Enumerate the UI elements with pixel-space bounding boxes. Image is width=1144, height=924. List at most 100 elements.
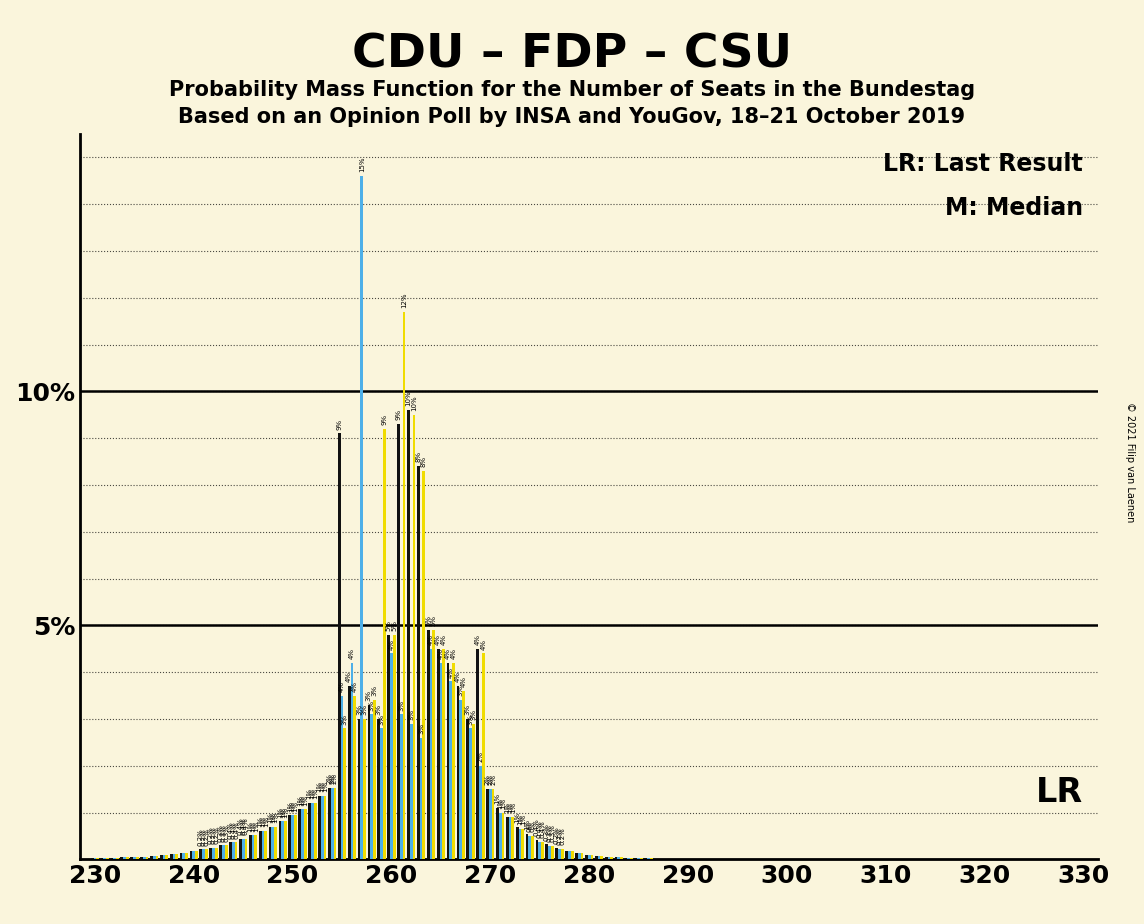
Bar bbox=[597, 856, 601, 859]
Bar bbox=[192, 851, 196, 859]
Bar bbox=[334, 788, 336, 859]
Bar bbox=[450, 682, 452, 859]
Text: 3%: 3% bbox=[362, 704, 367, 715]
Bar bbox=[390, 653, 392, 859]
Bar bbox=[111, 857, 113, 859]
Text: 1%: 1% bbox=[321, 781, 328, 792]
Text: 0.2%: 0.2% bbox=[213, 826, 220, 844]
Text: 0.3%: 0.3% bbox=[547, 824, 553, 842]
Bar bbox=[432, 630, 435, 859]
Text: 0.3%: 0.3% bbox=[217, 823, 223, 842]
Text: 3%: 3% bbox=[342, 713, 348, 724]
Bar bbox=[650, 858, 652, 859]
Text: 15%: 15% bbox=[359, 157, 365, 173]
Text: 1%: 1% bbox=[312, 788, 318, 799]
Bar bbox=[456, 687, 459, 859]
Text: 3%: 3% bbox=[356, 704, 362, 715]
Bar bbox=[318, 796, 320, 859]
Bar bbox=[439, 663, 443, 859]
Bar bbox=[452, 663, 455, 859]
Text: 1%: 1% bbox=[260, 817, 265, 828]
Bar bbox=[308, 803, 311, 859]
Text: 4%: 4% bbox=[451, 648, 456, 659]
Bar bbox=[620, 857, 623, 859]
Bar bbox=[531, 836, 534, 859]
Bar bbox=[288, 815, 292, 859]
Bar bbox=[373, 700, 376, 859]
Text: 10%: 10% bbox=[411, 395, 418, 411]
Text: 1%: 1% bbox=[293, 800, 299, 811]
Text: 0.2%: 0.2% bbox=[200, 828, 207, 845]
Bar bbox=[581, 853, 583, 859]
Bar bbox=[565, 851, 569, 859]
Text: 3%: 3% bbox=[376, 704, 382, 715]
Bar bbox=[627, 857, 630, 859]
Text: 3%: 3% bbox=[418, 723, 424, 734]
Bar bbox=[555, 848, 558, 859]
Bar bbox=[486, 789, 488, 859]
Bar bbox=[420, 737, 422, 859]
Bar bbox=[185, 853, 188, 859]
Bar bbox=[103, 858, 106, 859]
Bar bbox=[360, 176, 363, 859]
Bar bbox=[220, 845, 222, 859]
Bar bbox=[341, 696, 343, 859]
Bar bbox=[558, 849, 561, 859]
Bar bbox=[575, 853, 578, 859]
Bar bbox=[561, 849, 564, 859]
Bar bbox=[590, 855, 594, 859]
Text: 3%: 3% bbox=[468, 713, 474, 724]
Text: 1%: 1% bbox=[251, 821, 256, 832]
Bar bbox=[416, 467, 420, 859]
Bar bbox=[378, 719, 380, 859]
Bar bbox=[571, 851, 573, 859]
Text: 1%: 1% bbox=[272, 811, 279, 822]
Text: 1%: 1% bbox=[319, 781, 325, 792]
Text: 4%: 4% bbox=[475, 634, 480, 645]
Bar bbox=[292, 815, 294, 859]
Bar bbox=[222, 845, 225, 859]
Bar bbox=[199, 849, 202, 859]
Bar bbox=[529, 836, 531, 859]
Bar bbox=[459, 700, 462, 859]
Bar bbox=[126, 857, 129, 859]
Bar bbox=[160, 855, 162, 859]
Bar bbox=[635, 857, 637, 859]
Bar bbox=[212, 847, 215, 859]
Bar bbox=[479, 766, 482, 859]
Text: 1%: 1% bbox=[283, 807, 288, 818]
Bar bbox=[501, 812, 505, 859]
Text: 3%: 3% bbox=[366, 690, 372, 701]
Bar bbox=[380, 728, 383, 859]
Bar bbox=[101, 858, 103, 859]
Text: 4%: 4% bbox=[480, 638, 486, 650]
Text: 8%: 8% bbox=[415, 451, 421, 463]
Bar bbox=[462, 691, 464, 859]
Bar bbox=[113, 857, 116, 859]
Text: 0%: 0% bbox=[527, 821, 533, 833]
Bar bbox=[499, 812, 501, 859]
Bar bbox=[254, 835, 257, 859]
Text: 3%: 3% bbox=[464, 704, 471, 715]
Text: 12%: 12% bbox=[402, 293, 407, 308]
Text: 0.4%: 0.4% bbox=[540, 820, 546, 838]
Bar bbox=[294, 815, 296, 859]
Bar bbox=[637, 857, 639, 859]
Bar bbox=[585, 855, 588, 859]
Bar bbox=[644, 858, 648, 859]
Bar bbox=[106, 858, 109, 859]
Bar bbox=[353, 696, 356, 859]
Bar bbox=[516, 827, 518, 859]
Text: 0.4%: 0.4% bbox=[537, 820, 542, 838]
Text: 4%: 4% bbox=[339, 681, 345, 692]
Text: 0.4%: 0.4% bbox=[243, 818, 249, 835]
Bar bbox=[166, 855, 168, 859]
Text: 5%: 5% bbox=[431, 615, 437, 626]
Bar bbox=[605, 857, 607, 859]
Bar bbox=[225, 845, 228, 859]
Bar bbox=[304, 809, 307, 859]
Text: 1%: 1% bbox=[267, 811, 273, 822]
Bar bbox=[509, 817, 511, 859]
Bar bbox=[618, 857, 620, 859]
Bar bbox=[245, 839, 247, 859]
